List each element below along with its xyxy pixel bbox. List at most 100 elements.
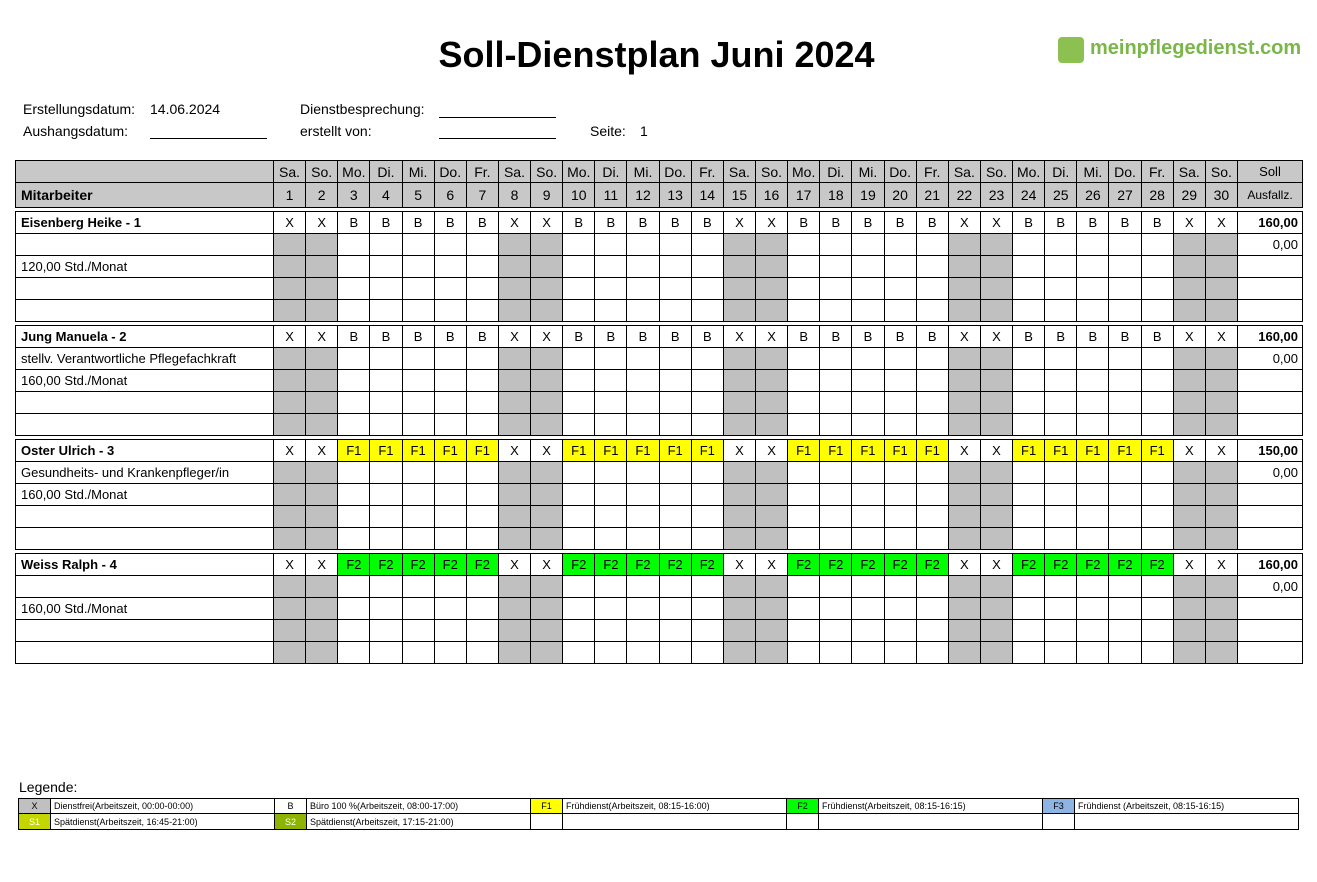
empty-cell <box>1108 505 1142 528</box>
shift-cell: F1 <box>883 439 917 462</box>
empty-cell <box>1044 299 1078 322</box>
empty-cell <box>1012 391 1046 414</box>
shift-cell: F1 <box>1012 439 1046 462</box>
empty-cell <box>722 483 756 506</box>
legend-code <box>786 813 819 830</box>
empty-cell <box>626 255 660 278</box>
weekday-header: Mo. <box>337 160 371 183</box>
empty-cell <box>369 619 403 642</box>
empty-cell <box>401 391 435 414</box>
empty-cell <box>433 255 467 278</box>
empty-cell <box>1204 413 1238 436</box>
created-label: Erstellungsdatum: <box>23 101 136 117</box>
empty-cell <box>1172 369 1206 392</box>
empty-cell <box>1140 277 1174 300</box>
shift-cell: B <box>562 211 596 234</box>
empty-cell <box>851 505 885 528</box>
empty-cell <box>1140 233 1174 256</box>
shift-cell: B <box>690 325 724 348</box>
shift-cell: B <box>401 325 435 348</box>
legend-title: Legende: <box>19 779 78 795</box>
empty-cell <box>1172 461 1206 484</box>
shift-cell: X <box>755 211 789 234</box>
weekday-header: So. <box>1204 160 1238 183</box>
empty-cell <box>1012 369 1046 392</box>
empty-cell <box>337 461 371 484</box>
empty-cell <box>819 597 853 620</box>
day-header: 8 <box>497 182 532 208</box>
weekday-header: Di. <box>1044 160 1078 183</box>
shift-cell: F1 <box>1044 439 1078 462</box>
page-value: 1 <box>640 123 648 139</box>
empty-cell <box>401 255 435 278</box>
empty-cell <box>530 391 564 414</box>
employee-role: Gesundheits- und Krankenpfleger/in <box>15 461 274 484</box>
empty-cell <box>530 369 564 392</box>
empty-cell <box>562 255 596 278</box>
empty-cell <box>1012 483 1046 506</box>
shift-cell: F1 <box>626 439 660 462</box>
empty-cell <box>401 575 435 598</box>
shift-cell: X <box>947 325 981 348</box>
empty-cell <box>273 233 307 256</box>
weekday-header: So. <box>979 160 1014 183</box>
day-header: 29 <box>1172 182 1206 208</box>
empty-cell <box>530 347 564 370</box>
day-header: 11 <box>594 182 628 208</box>
empty-cell <box>497 391 532 414</box>
shift-cell: F2 <box>369 553 403 576</box>
empty-cell <box>626 233 660 256</box>
empty-cell <box>465 575 499 598</box>
empty-cell <box>1172 483 1206 506</box>
employee-hours: 160,00 Std./Monat <box>15 483 274 506</box>
empty-cell <box>1140 391 1174 414</box>
absence-cell: 0,00 <box>1237 347 1303 370</box>
empty-cell <box>530 461 564 484</box>
empty-cell <box>787 299 821 322</box>
empty-cell <box>273 299 307 322</box>
empty-cell <box>626 391 660 414</box>
shift-cell: B <box>433 211 467 234</box>
empty-cell <box>690 391 724 414</box>
empty-cell <box>1204 597 1238 620</box>
legend-code: F1 <box>530 798 563 814</box>
weekday-header: Do. <box>1108 160 1142 183</box>
shift-cell: X <box>722 439 756 462</box>
empty-cell <box>1172 233 1206 256</box>
empty-cell <box>1204 391 1238 414</box>
empty-cell <box>658 347 692 370</box>
shift-cell: X <box>979 439 1014 462</box>
empty-cell <box>305 461 339 484</box>
empty-cell <box>947 575 981 598</box>
empty-cell <box>1012 413 1046 436</box>
empty-cell <box>305 505 339 528</box>
empty-cell <box>626 619 660 642</box>
weekday-header: Di. <box>819 160 853 183</box>
empty-cell <box>658 299 692 322</box>
empty-cell <box>530 233 564 256</box>
empty-cell <box>883 527 917 550</box>
employee-hours: 160,00 Std./Monat <box>15 597 274 620</box>
shift-cell: B <box>690 211 724 234</box>
empty-cell <box>658 233 692 256</box>
logo-text: meinpflegedienst.com <box>1090 37 1302 59</box>
employee-name: Weiss Ralph - 4 <box>15 553 274 576</box>
shift-cell: F2 <box>1076 553 1110 576</box>
empty-cell <box>433 233 467 256</box>
empty-cell <box>1140 641 1174 664</box>
empty-cell <box>497 641 532 664</box>
empty-cell <box>755 347 789 370</box>
empty-cell <box>465 277 499 300</box>
empty-cell <box>305 619 339 642</box>
shift-cell: X <box>273 325 307 348</box>
empty-cell <box>305 255 339 278</box>
empty-cell <box>690 255 724 278</box>
empty-cell <box>787 413 821 436</box>
empty-cell <box>915 641 949 664</box>
shift-cell: B <box>465 211 499 234</box>
shift-cell: X <box>1172 553 1206 576</box>
empty-cell <box>626 597 660 620</box>
empty-cell <box>722 505 756 528</box>
empty-cell <box>979 391 1014 414</box>
empty-cell <box>1012 505 1046 528</box>
